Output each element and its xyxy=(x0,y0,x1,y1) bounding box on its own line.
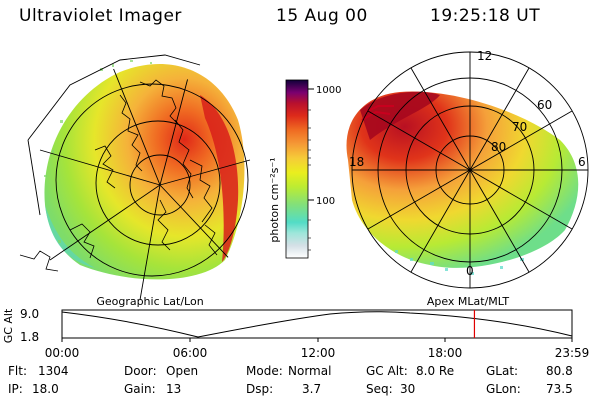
altitude-plot: 9.0 1.8 GC Alt 00:00 06:00 12:00 18:00 2… xyxy=(2,307,589,360)
door-label: Door: xyxy=(124,364,157,378)
mode-label: Mode: xyxy=(246,364,283,378)
x-tick-1800: 18:00 xyxy=(428,346,463,360)
x-tick-0600: 06:00 xyxy=(173,346,208,360)
auroral-emission-right xyxy=(346,91,579,268)
left-projection-label: Geographic Lat/Lon xyxy=(96,295,203,308)
x-tick-0000: 00:00 xyxy=(45,346,80,360)
alt-tick-low: 1.8 xyxy=(20,330,39,344)
colorbar-gradient xyxy=(285,79,309,259)
right-projection-label: Apex MLat/MLT xyxy=(427,295,510,308)
dsp-label: Dsp: xyxy=(246,382,274,396)
date-label: 15 Aug 00 xyxy=(276,6,368,26)
mlat-60-label: 60 xyxy=(537,98,552,112)
glon-label: GLon: xyxy=(486,382,521,396)
dsp-value: 3.7 xyxy=(302,382,322,396)
gain-value: 13 xyxy=(166,382,182,396)
geographic-map xyxy=(19,54,251,301)
mlat-70-label: 70 xyxy=(512,120,527,134)
glat-value: 80.8 xyxy=(546,364,573,378)
magnetic-map: 12 6 0 18 60 70 80 xyxy=(346,49,589,289)
ip-label: IP: xyxy=(8,382,23,396)
app-title: Ultraviolet Imager xyxy=(19,6,182,26)
time-label: 19:25:18 UT xyxy=(430,6,541,26)
altitude-curve xyxy=(61,311,573,338)
colorbar-tick-low: 100 xyxy=(316,196,335,207)
mlt-0-label: 0 xyxy=(466,264,474,278)
gcalt-label: GC Alt: xyxy=(366,364,408,378)
flt-label: Flt: xyxy=(8,364,27,378)
alt-tick-high: 9.0 xyxy=(20,307,39,321)
mlat-80-label: 80 xyxy=(491,140,506,154)
gain-label: Gain: xyxy=(124,382,156,396)
glat-label: GLat: xyxy=(486,364,519,378)
flt-value: 1304 xyxy=(38,364,69,378)
door-value: Open xyxy=(166,364,199,378)
auroral-emission-left xyxy=(44,63,245,280)
x-tick-1200: 12:00 xyxy=(301,346,336,360)
colorbar-unit-label: photon cm⁻²s⁻¹ xyxy=(268,157,281,242)
glon-value: 73.5 xyxy=(546,382,573,396)
gcalt-value: 8.0 Re xyxy=(416,364,455,378)
alt-axis-label: GC Alt xyxy=(2,308,15,343)
mlt-6-label: 6 xyxy=(578,155,586,169)
auroral-oval-peak xyxy=(200,95,239,262)
x-tick-2359: 23:59 xyxy=(555,346,590,360)
color-scale: 1000 100 photon cm⁻²s⁻¹ xyxy=(268,79,341,259)
seq-value: 30 xyxy=(400,382,416,396)
mode-value: Normal xyxy=(288,364,332,378)
ip-value: 18.0 xyxy=(32,382,59,396)
mlt-18-label: 18 xyxy=(349,155,364,169)
colorbar-tick-high: 1000 xyxy=(316,85,341,96)
mlt-12-label: 12 xyxy=(477,49,492,63)
seq-label: Seq: xyxy=(366,382,393,396)
altitude-plot-frame xyxy=(61,309,573,339)
